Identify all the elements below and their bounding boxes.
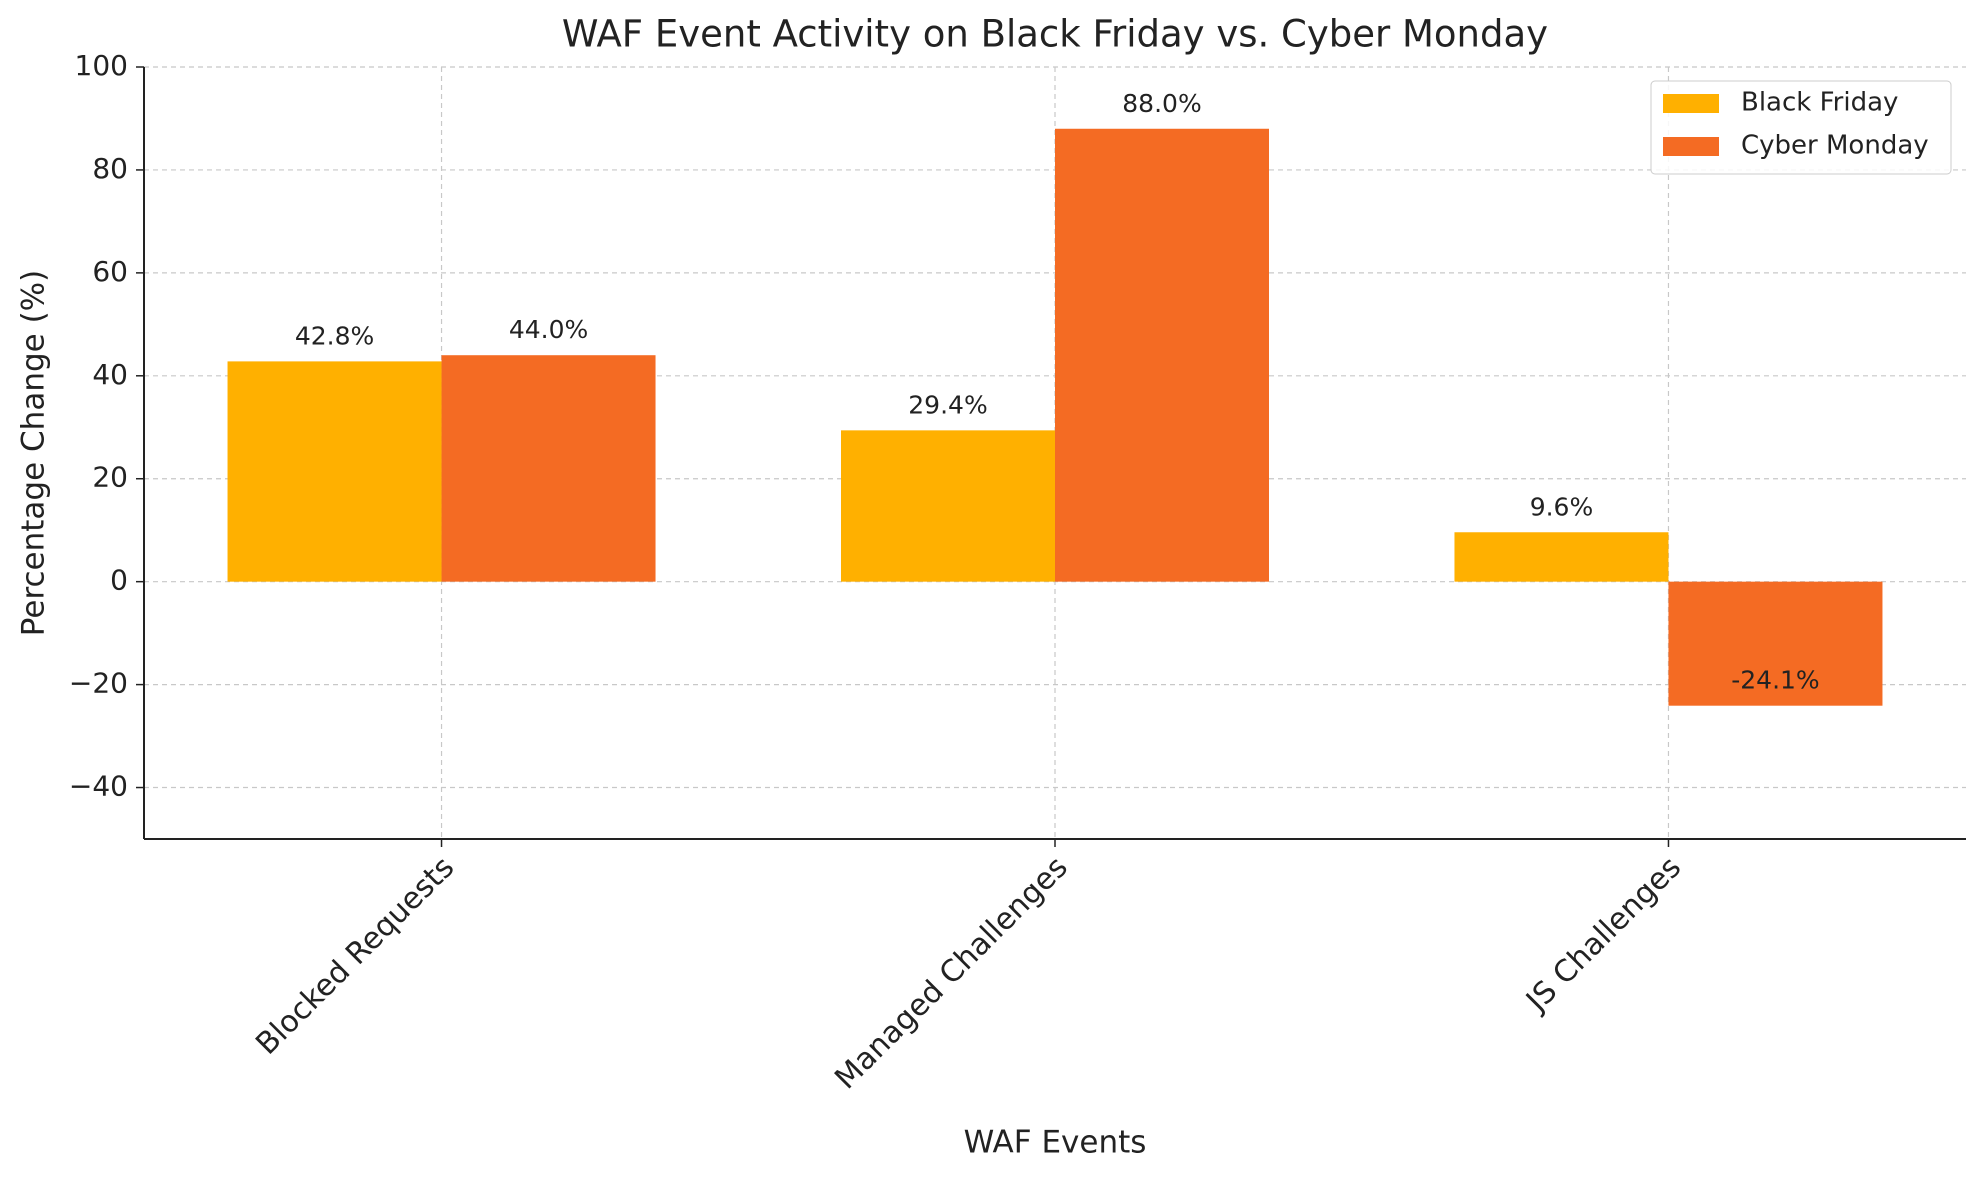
legend-swatch — [1663, 94, 1719, 113]
y-tick-label: 0 — [110, 564, 128, 597]
value-label: 88.0% — [1122, 89, 1201, 118]
legend-swatch — [1663, 137, 1719, 156]
x-axis-label: WAF Events — [964, 1125, 1147, 1161]
value-label: 9.6% — [1530, 492, 1594, 521]
y-tick-label: 60 — [92, 255, 128, 288]
bar — [227, 361, 442, 582]
y-tick-label: 20 — [92, 461, 128, 494]
y-tick-label: −40 — [69, 770, 128, 803]
value-label: 44.0% — [509, 315, 588, 344]
value-label: -24.1% — [1731, 666, 1819, 695]
legend-box — [1650, 80, 1952, 175]
bar — [841, 430, 1055, 582]
x-tick-label: JS Challenges — [1518, 850, 1688, 1020]
bar — [1055, 128, 1269, 582]
legend-label: Cyber Monday — [1741, 131, 1929, 161]
x-tick-label: Managed Challenges — [828, 850, 1074, 1096]
chart-title: WAF Event Activity on Black Friday vs. C… — [562, 13, 1548, 56]
y-tick-label: 100 — [75, 49, 128, 82]
value-label: 42.8% — [295, 321, 374, 350]
bar — [1668, 581, 1883, 706]
y-axis-label: Percentage Change (%) — [16, 270, 52, 636]
x-tick-label: Blocked Requests — [249, 850, 461, 1062]
value-label: 29.4% — [908, 390, 987, 419]
legend-label: Black Friday — [1741, 88, 1898, 118]
bar — [441, 355, 656, 582]
bar — [1454, 532, 1669, 582]
y-tick-label: 80 — [92, 152, 128, 185]
y-tick-label: 40 — [92, 358, 128, 391]
y-tick-label: −20 — [69, 667, 128, 700]
